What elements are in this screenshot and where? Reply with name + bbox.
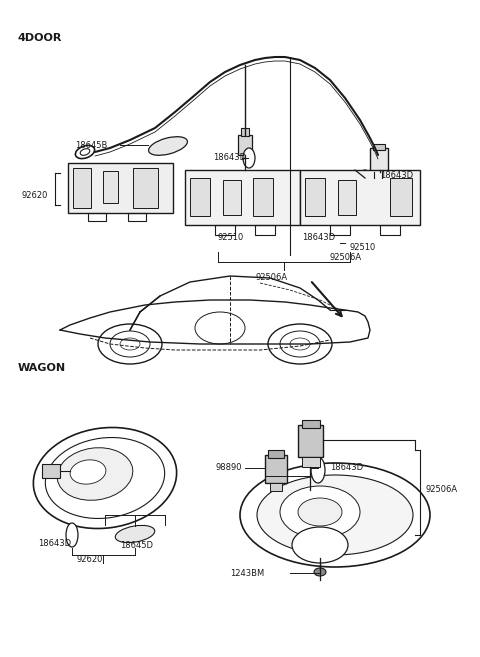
- Ellipse shape: [195, 312, 245, 344]
- Bar: [103, 171, 118, 203]
- Bar: [253, 178, 273, 216]
- Ellipse shape: [280, 486, 360, 538]
- Bar: [190, 178, 210, 216]
- Ellipse shape: [257, 475, 413, 555]
- Text: 92506A: 92506A: [425, 486, 457, 495]
- Text: 4DOOR: 4DOOR: [18, 33, 62, 43]
- Text: 18643D: 18643D: [213, 154, 246, 162]
- Bar: [302, 420, 320, 428]
- Bar: [42, 464, 60, 478]
- Ellipse shape: [311, 457, 325, 483]
- Bar: [380, 225, 400, 235]
- Ellipse shape: [298, 498, 342, 526]
- Text: 1243BM: 1243BM: [230, 568, 264, 578]
- Bar: [128, 213, 146, 221]
- Bar: [302, 457, 320, 467]
- Ellipse shape: [115, 526, 155, 543]
- Ellipse shape: [358, 170, 372, 194]
- Ellipse shape: [110, 331, 150, 357]
- Ellipse shape: [314, 568, 326, 576]
- Text: 92620: 92620: [22, 191, 48, 200]
- Ellipse shape: [268, 324, 332, 364]
- Bar: [215, 225, 235, 235]
- Bar: [298, 425, 323, 457]
- Text: 92510: 92510: [218, 233, 244, 242]
- Bar: [370, 148, 388, 172]
- Bar: [265, 455, 287, 483]
- Bar: [238, 135, 252, 155]
- Bar: [270, 483, 282, 491]
- Bar: [268, 450, 284, 458]
- Bar: [185, 170, 300, 225]
- Ellipse shape: [243, 148, 255, 168]
- Ellipse shape: [120, 338, 140, 350]
- Text: 18643D: 18643D: [330, 463, 363, 472]
- Ellipse shape: [98, 324, 162, 364]
- Text: 92620: 92620: [77, 556, 103, 564]
- Bar: [133, 168, 158, 208]
- Text: 18643D: 18643D: [302, 233, 335, 242]
- Ellipse shape: [57, 447, 133, 500]
- Ellipse shape: [292, 527, 348, 563]
- Bar: [305, 178, 325, 216]
- Bar: [300, 170, 420, 225]
- Ellipse shape: [70, 460, 106, 484]
- Text: 18645B: 18645B: [75, 141, 108, 150]
- Text: 98890: 98890: [215, 463, 241, 472]
- Bar: [330, 225, 350, 235]
- Bar: [338, 180, 356, 215]
- Bar: [255, 225, 275, 235]
- Bar: [223, 180, 241, 215]
- Ellipse shape: [290, 338, 310, 350]
- Bar: [88, 213, 106, 221]
- Text: 18643D: 18643D: [380, 171, 413, 179]
- Ellipse shape: [66, 523, 78, 547]
- Bar: [373, 144, 385, 150]
- Ellipse shape: [149, 137, 187, 155]
- Ellipse shape: [240, 463, 430, 567]
- Text: WAGON: WAGON: [18, 363, 66, 373]
- Text: 18645D: 18645D: [120, 541, 153, 549]
- Ellipse shape: [34, 428, 177, 528]
- Bar: [73, 168, 91, 208]
- Text: 92510: 92510: [350, 242, 376, 252]
- Bar: [68, 163, 173, 213]
- Ellipse shape: [280, 331, 320, 357]
- Text: 92506A: 92506A: [255, 273, 287, 283]
- Text: 18643D: 18643D: [38, 539, 71, 547]
- Bar: [390, 178, 412, 216]
- Bar: [241, 128, 249, 136]
- Text: 92506A: 92506A: [330, 254, 362, 263]
- Ellipse shape: [45, 438, 165, 518]
